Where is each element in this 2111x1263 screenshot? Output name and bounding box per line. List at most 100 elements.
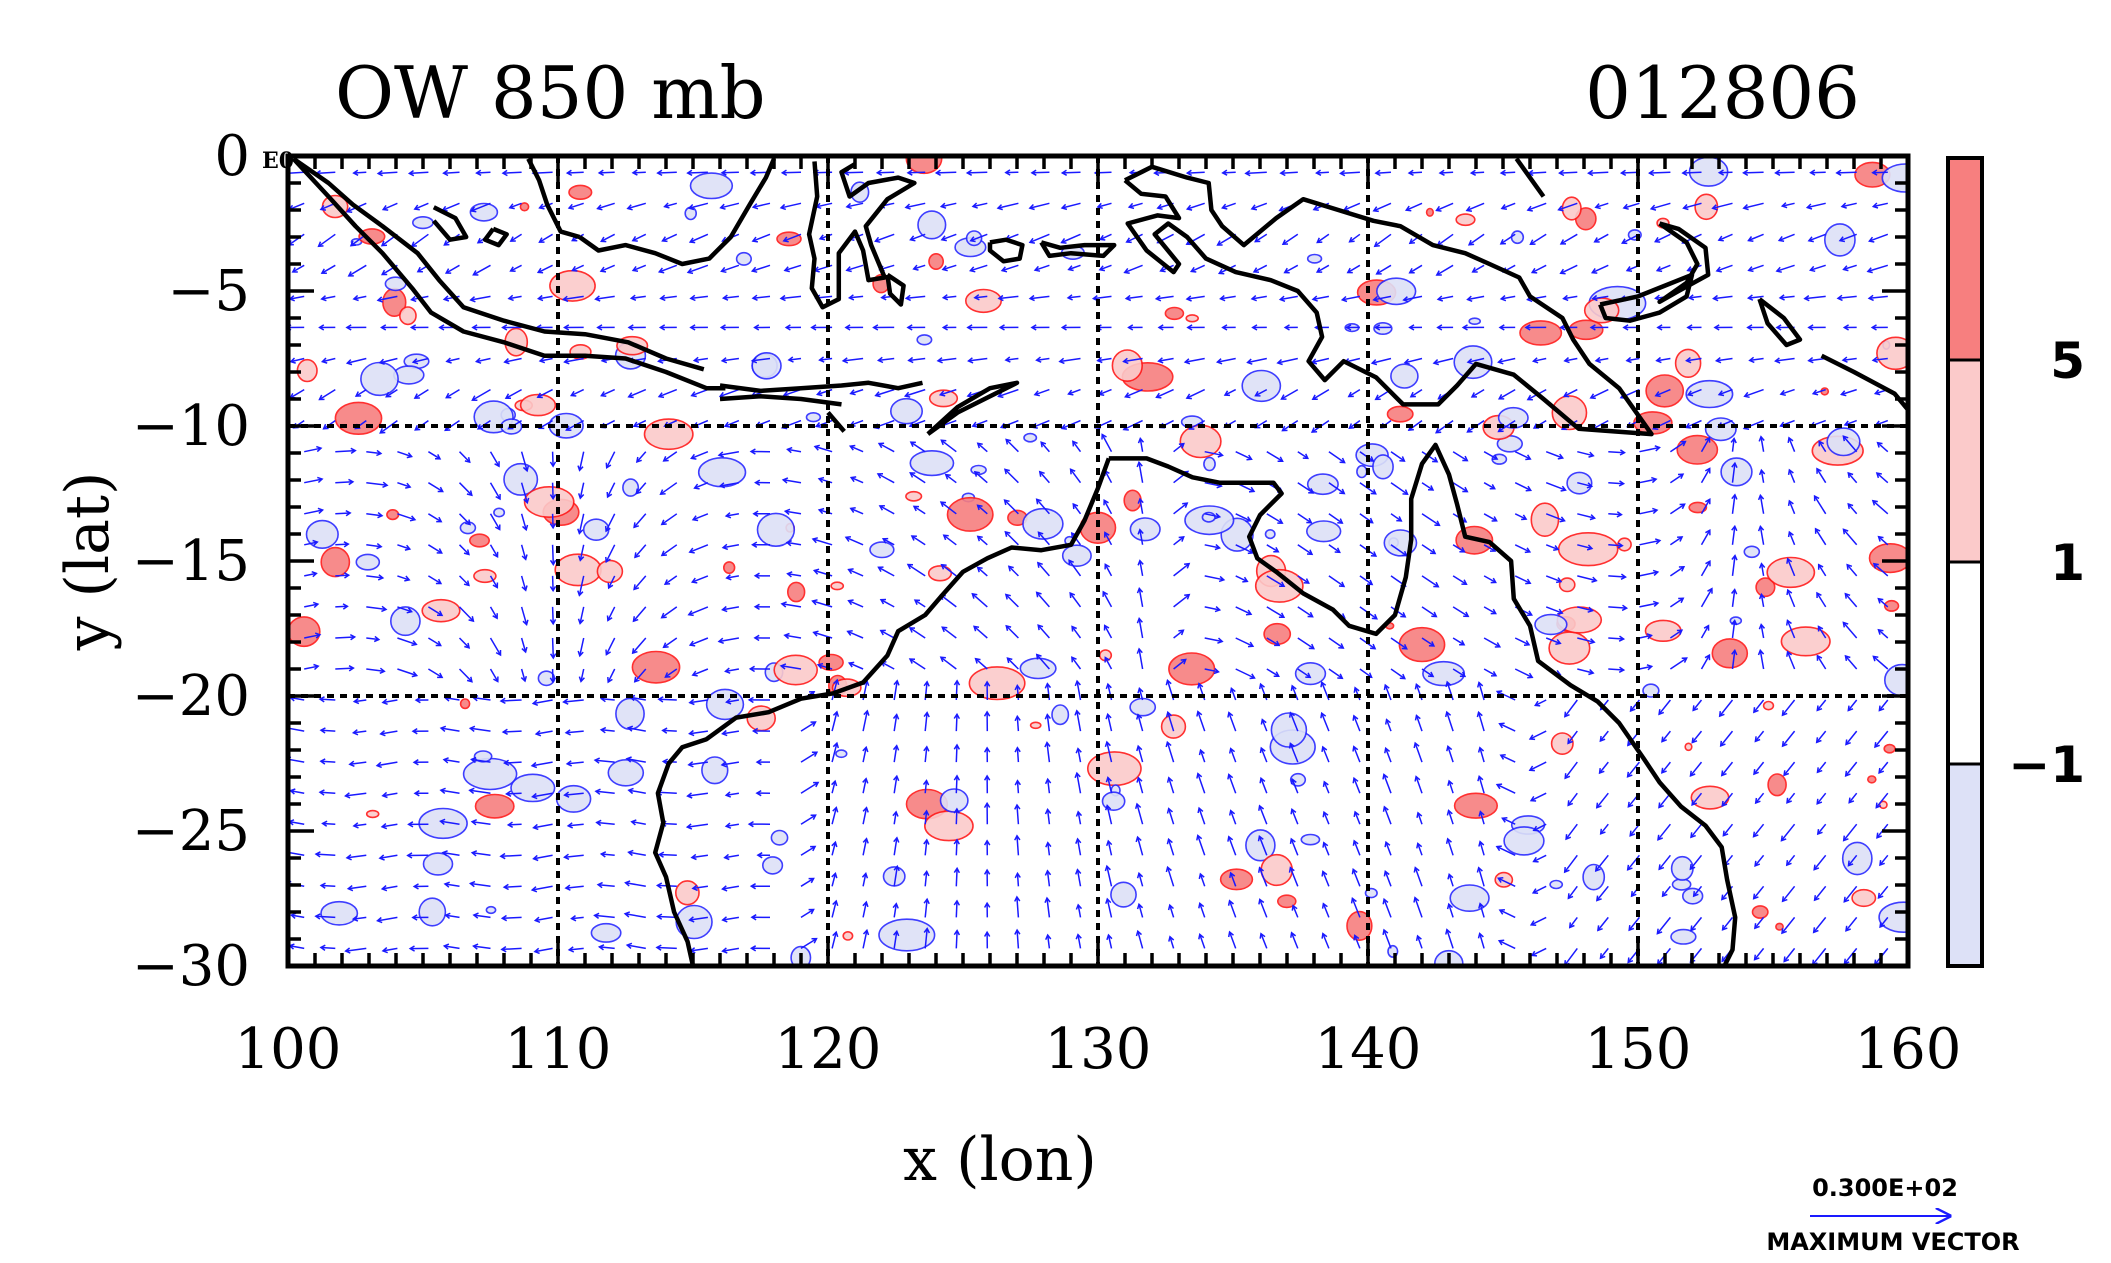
wind-vector xyxy=(1629,823,1640,837)
wind-vector-shaft xyxy=(1322,933,1330,949)
wind-vector-shaft xyxy=(628,727,646,732)
wind-vector-shaft xyxy=(1255,388,1268,397)
wind-vector xyxy=(1137,687,1144,701)
wind-vector-shaft xyxy=(1352,869,1361,887)
wind-vector-shaft xyxy=(1289,712,1299,732)
wind-vector-head xyxy=(1817,625,1824,632)
wind-vector xyxy=(1577,606,1594,613)
wind-vector-shaft xyxy=(1669,473,1684,484)
wind-vector-head xyxy=(1135,713,1143,720)
wind-vector xyxy=(1373,233,1392,248)
wind-vector xyxy=(1185,202,1205,211)
wind-vector xyxy=(397,481,412,489)
wind-vector-shaft xyxy=(975,658,988,670)
wind-vector-shaft xyxy=(657,171,677,174)
wind-vector xyxy=(1352,714,1361,732)
wind-vector-head xyxy=(319,758,326,765)
wind-vector-head xyxy=(1461,579,1468,585)
wind-vector-head xyxy=(655,882,663,889)
wind-vector-head xyxy=(1817,563,1824,570)
wind-vector-shaft xyxy=(720,481,740,487)
wind-vector-shaft xyxy=(941,202,957,208)
wind-vector-shaft xyxy=(1204,575,1224,581)
wind-vector xyxy=(849,507,864,515)
wind-vector-shaft xyxy=(1289,743,1299,763)
wind-vector-head xyxy=(1717,390,1725,397)
wind-vector-shaft xyxy=(1104,532,1113,546)
wind-vector-shaft xyxy=(721,264,740,273)
wind-vector-shaft xyxy=(1076,681,1082,701)
wind-vector-head xyxy=(832,710,840,717)
wind-vector xyxy=(1252,264,1268,274)
wind-vector-head xyxy=(1337,518,1344,524)
wind-vector-head xyxy=(593,757,601,764)
wind-vector-head xyxy=(724,791,732,798)
wind-vector xyxy=(413,388,429,399)
wind-vector xyxy=(662,637,678,649)
wind-vector-shaft xyxy=(1496,783,1516,794)
wind-vector-shaft xyxy=(1788,500,1796,515)
wind-vector-shaft xyxy=(567,171,584,174)
wind-vector-head xyxy=(567,203,575,210)
wind-vector xyxy=(1594,854,1609,873)
wind-vector xyxy=(1328,544,1341,554)
wind-vector xyxy=(1669,566,1686,577)
wind-vector-head xyxy=(1096,356,1103,364)
wind-vector-shaft xyxy=(1280,171,1298,174)
wind-vector xyxy=(1746,324,1764,331)
wind-vector-head xyxy=(1526,205,1533,212)
wind-vector-shaft xyxy=(689,233,709,243)
wind-vector xyxy=(1878,761,1889,775)
wind-vector-shaft xyxy=(1545,575,1562,583)
wind-vector xyxy=(320,357,336,364)
wind-vector-shaft xyxy=(664,202,677,208)
wind-vector-shaft xyxy=(910,441,926,453)
wind-vector-shaft xyxy=(1731,650,1736,670)
wind-vector xyxy=(1173,502,1189,515)
negative-ow-contour xyxy=(1534,613,1568,636)
wind-vector-head xyxy=(536,294,544,302)
positive-ow-contour xyxy=(398,306,417,326)
wind-vector xyxy=(1496,877,1516,887)
wind-vector-shaft xyxy=(1106,805,1113,825)
wind-vector-head xyxy=(1183,358,1191,365)
wind-vector-shaft xyxy=(1016,896,1020,918)
wind-vector-shaft xyxy=(1753,823,1765,838)
wind-vector xyxy=(1452,575,1468,585)
wind-vector xyxy=(1101,433,1113,453)
wind-vector-shaft xyxy=(606,482,616,498)
wind-vector-head xyxy=(965,169,973,176)
wind-vector xyxy=(1004,593,1019,608)
wind-vector-head xyxy=(1254,391,1261,397)
wind-vector-shaft xyxy=(564,792,584,796)
wind-vector xyxy=(1786,557,1796,577)
wind-vector-shaft xyxy=(1845,730,1858,745)
wind-vector xyxy=(939,202,957,209)
wind-vector-head xyxy=(1680,440,1687,447)
wind-vector-head xyxy=(1661,891,1668,898)
wind-vector-head xyxy=(1044,808,1052,815)
wind-vector-head xyxy=(1399,456,1406,462)
wind-vector-head xyxy=(1625,266,1633,272)
wind-vector-head xyxy=(463,580,470,587)
wind-vector-shaft xyxy=(1373,202,1392,212)
wind-vector xyxy=(923,897,930,918)
wind-vector-head xyxy=(1491,516,1498,522)
wind-vector-shaft xyxy=(1068,264,1081,271)
wind-vector-head xyxy=(530,761,538,769)
wind-vector xyxy=(503,357,522,365)
wind-vector xyxy=(753,603,771,611)
positive-ow-contour xyxy=(1519,320,1563,346)
wind-vector-shaft xyxy=(1251,202,1268,210)
wind-vector xyxy=(877,442,895,453)
wind-vector xyxy=(909,233,926,242)
wind-vector xyxy=(1102,590,1113,608)
wind-vector-shaft xyxy=(1812,947,1827,966)
negative-ow-contour xyxy=(1841,841,1873,876)
wind-vector xyxy=(1155,388,1174,399)
negative-ow-contour xyxy=(1306,473,1339,496)
wind-vector xyxy=(348,760,367,767)
wind-vector-head xyxy=(1382,897,1389,905)
wind-vector-shaft xyxy=(1841,202,1857,208)
wind-vector xyxy=(1375,264,1392,275)
